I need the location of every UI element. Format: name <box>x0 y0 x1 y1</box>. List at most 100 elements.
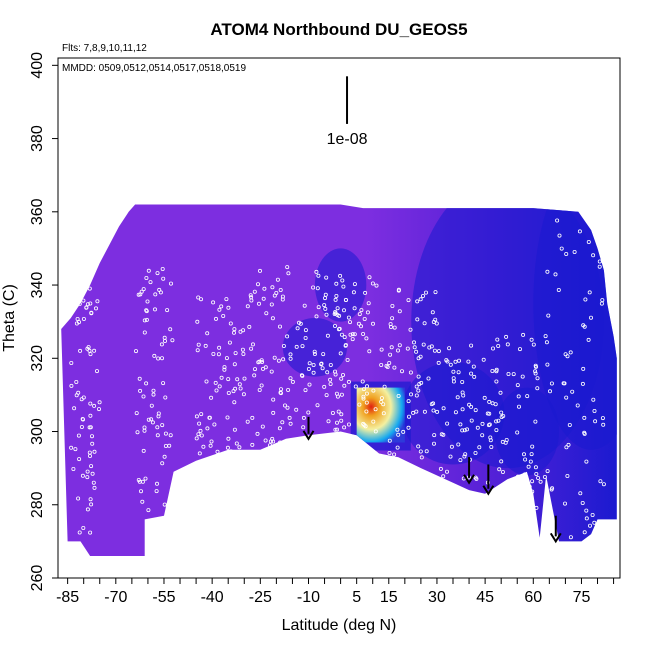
flight-point <box>139 289 144 294</box>
flight-point <box>530 479 535 484</box>
flight-point <box>196 295 201 300</box>
flight-point <box>324 312 329 317</box>
flight-point <box>162 338 167 343</box>
flight-point <box>88 301 93 306</box>
flight-point <box>592 520 597 525</box>
flight-point <box>300 373 305 378</box>
flight-point <box>242 376 247 381</box>
flight-point <box>346 422 351 427</box>
flight-point <box>467 402 472 407</box>
flight-point <box>217 307 222 312</box>
flight-point <box>520 508 525 513</box>
flight-point <box>356 321 361 326</box>
flight-point <box>381 402 386 407</box>
scale-bar: 1e-08 <box>327 76 368 148</box>
flight-point <box>152 353 157 358</box>
flight-point <box>591 222 596 227</box>
flight-point <box>588 523 593 528</box>
flight-point <box>274 290 279 295</box>
flight-point <box>159 342 164 347</box>
arrow-head <box>482 485 495 496</box>
flight-point <box>458 458 463 463</box>
flight-point <box>597 264 602 269</box>
x-tick-label: -85 <box>56 589 79 606</box>
flight-point <box>363 290 368 295</box>
flight-point <box>271 410 276 415</box>
flight-point <box>565 473 570 478</box>
flight-point <box>385 364 390 369</box>
flight-point <box>80 416 85 421</box>
flight-point <box>528 459 533 464</box>
blue-band <box>401 361 505 465</box>
flight-point <box>162 502 167 507</box>
flight-point <box>324 275 329 280</box>
flight-point <box>88 413 93 418</box>
flight-point <box>343 343 348 348</box>
flight-point <box>521 332 526 337</box>
flight-point <box>316 305 321 310</box>
flight-point <box>414 384 419 389</box>
flight-point <box>533 419 538 424</box>
x-tick-label: -10 <box>297 589 320 606</box>
flight-point <box>249 298 254 303</box>
flight-point <box>260 359 265 364</box>
y-tick-label: 360 <box>29 198 46 225</box>
flight-point <box>422 409 427 414</box>
flight-point <box>444 469 449 474</box>
flight-point <box>288 352 293 357</box>
y-axis-label: Theta (C) <box>1 284 18 352</box>
flight-point <box>436 360 441 365</box>
flight-point <box>362 316 367 321</box>
flight-point <box>76 390 81 395</box>
flight-point <box>451 379 456 384</box>
flight-point <box>580 500 585 505</box>
flight-point <box>208 443 213 448</box>
flight-point <box>94 306 99 311</box>
flight-point <box>392 452 397 457</box>
flight-point <box>412 345 417 350</box>
flight-point <box>520 374 525 379</box>
flight-point <box>379 347 384 352</box>
flight-point <box>228 449 233 454</box>
flight-point <box>195 348 200 353</box>
flight-point <box>85 469 90 474</box>
flight-point <box>498 390 503 395</box>
flight-point <box>97 407 102 412</box>
flight-point <box>339 376 344 381</box>
flight-point <box>302 303 307 308</box>
flight-point <box>142 330 147 335</box>
y-axis: 260 280 300 320 340 360 380 400 <box>29 52 58 591</box>
x-tick-label: 30 <box>428 589 446 606</box>
flight-point <box>267 443 272 448</box>
flight-point <box>154 489 159 494</box>
flight-point <box>256 360 261 365</box>
flight-point <box>424 449 429 454</box>
flight-point <box>332 323 337 328</box>
flight-point <box>405 346 410 351</box>
flight-point <box>226 377 231 382</box>
flight-point <box>342 335 347 340</box>
flight-point <box>529 452 534 457</box>
flight-point <box>456 358 461 363</box>
flight-point <box>226 390 231 395</box>
flight-point <box>535 386 540 391</box>
flight-point <box>506 371 511 376</box>
flight-point <box>545 362 550 367</box>
flight-point <box>163 443 168 448</box>
flight-point <box>85 302 90 307</box>
flight-point <box>325 333 330 338</box>
x-tick-label: -25 <box>249 589 272 606</box>
flight-point <box>155 433 160 438</box>
flight-point <box>469 371 474 376</box>
flight-point <box>301 415 306 420</box>
flight-point <box>366 301 371 306</box>
flight-point <box>370 321 375 326</box>
x-axis-label: Latitude (deg N) <box>282 617 397 634</box>
flight-point <box>586 239 591 244</box>
flight-point <box>464 427 469 432</box>
flight-point <box>88 497 93 502</box>
flight-point <box>396 432 401 437</box>
flight-point <box>277 426 282 431</box>
flight-point <box>324 393 329 398</box>
flight-point <box>222 365 227 370</box>
